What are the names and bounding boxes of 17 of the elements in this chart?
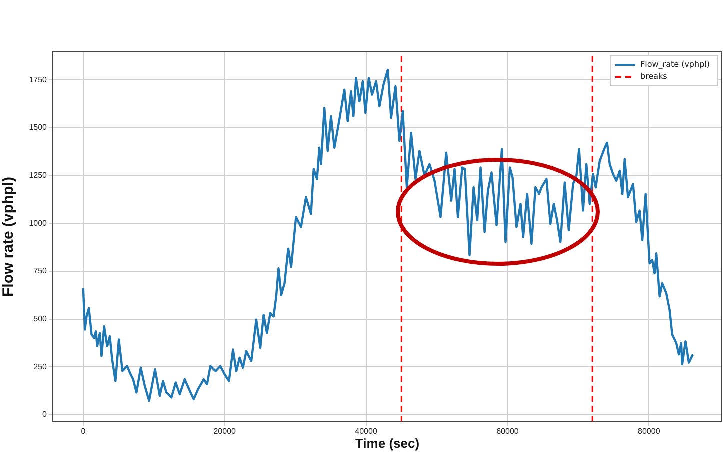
y-axis-title: Flow rate (vphpl): [0, 176, 18, 297]
legend-label: Flow_rate (vphpl): [640, 60, 710, 70]
y-tick-label: 1750: [29, 75, 48, 84]
y-tick-label: 500: [34, 314, 48, 324]
y-tick-label: 0: [42, 410, 48, 420]
y-tick-label: 1250: [29, 170, 48, 180]
y-tick-label: 750: [34, 266, 48, 276]
y-tick-label: 250: [34, 362, 48, 372]
x-tick-label: 80000: [638, 427, 661, 436]
y-tick-label: 1000: [29, 218, 48, 228]
x-tick-label: 20000: [214, 427, 237, 436]
x-tick-label: 0: [81, 427, 86, 436]
x-tick-label: 60000: [496, 427, 520, 436]
x-tick-label: 40000: [355, 427, 378, 436]
legend-label: breaks: [640, 72, 668, 82]
y-tick-label: 1500: [29, 123, 48, 132]
x-axis-title: Time (sec): [355, 436, 420, 451]
